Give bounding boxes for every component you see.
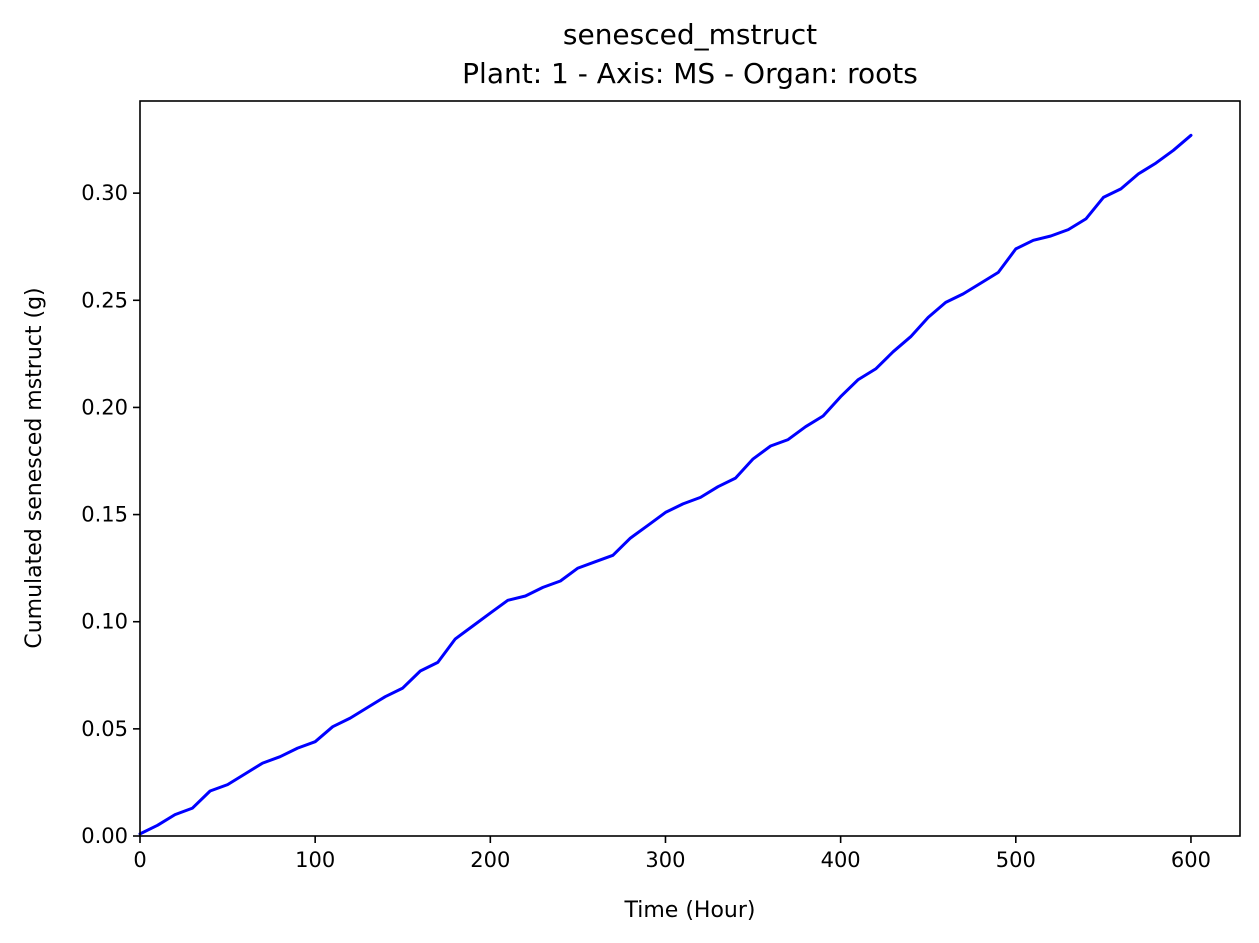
y-tick-label: 0.30 (81, 181, 128, 205)
x-tick-label: 200 (470, 848, 510, 872)
y-tick-label: 0.00 (81, 824, 128, 848)
chart-subtitle: Plant: 1 - Axis: MS - Organ: roots (462, 57, 918, 90)
plot-frame (139, 100, 1241, 837)
series-line (138, 133, 1193, 836)
x-axis-label: Time (Hour) (624, 898, 756, 923)
plot-area (140, 101, 1240, 836)
x-tick-label: 600 (1171, 848, 1211, 872)
x-tick-label: 400 (821, 848, 861, 872)
x-tick-label: 0 (133, 848, 146, 872)
y-tick-label: 0.10 (81, 610, 128, 634)
y-tick-label: 0.20 (81, 395, 128, 419)
x-tick-label: 100 (295, 848, 335, 872)
x-tick-label: 500 (996, 848, 1036, 872)
y-axis-ticks: 0.00 0.05 0.10 0.15 0.20 0.25 0.30 (81, 181, 140, 848)
y-tick-label: 0.05 (81, 717, 128, 741)
x-axis-ticks: 0 100 200 300 400 500 600 (133, 836, 1211, 872)
series-layer (138, 133, 1193, 836)
x-tick-label: 300 (645, 848, 685, 872)
y-tick-label: 0.15 (81, 503, 128, 527)
chart-title: senesced_mstruct (563, 18, 817, 51)
y-axis-label: Cumulated senesced mstruct (g) (22, 287, 47, 648)
y-tick-label: 0.25 (81, 288, 128, 312)
